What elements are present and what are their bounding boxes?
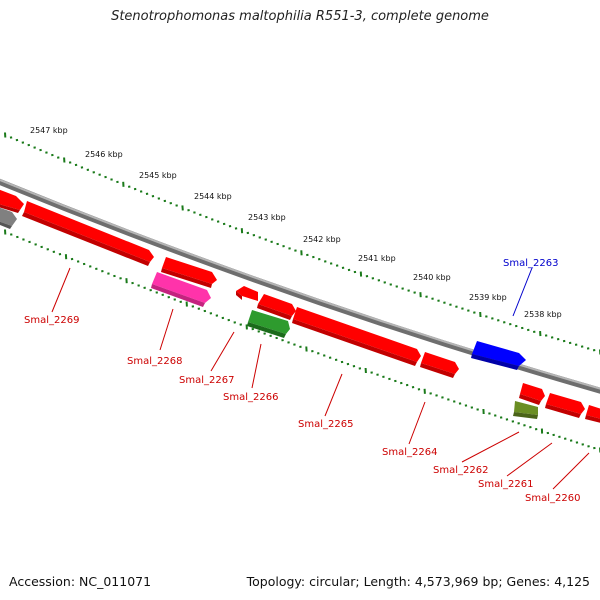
leader-line [210, 331, 235, 372]
inner-scale-ticks [4, 229, 600, 453]
leader-line [324, 373, 343, 417]
gene-smal-2268-forward[interactable] [161, 257, 217, 288]
leader-line [251, 343, 262, 389]
scale-label: 2542 kbp [303, 235, 341, 244]
gene-smal-2264[interactable] [420, 352, 459, 378]
leader-line [51, 267, 71, 313]
gene-smal-2267b[interactable] [257, 294, 296, 320]
scale-label: 2538 kbp [524, 310, 562, 319]
gene-label[interactable]: Smal_2260 [525, 493, 580, 504]
gene-label[interactable]: Smal_2262 [433, 465, 488, 476]
leader-line [461, 431, 520, 463]
scale-label: 2540 kbp [413, 273, 451, 282]
gene-label[interactable]: Smal_2261 [478, 479, 533, 490]
leader-line [552, 452, 590, 490]
gene-label[interactable]: Smal_2265 [298, 419, 353, 430]
outer-scale-ticks [4, 132, 600, 355]
topology-text: Topology: circular; Length: 4,573,969 bp… [246, 574, 590, 589]
gene-smal-2263[interactable] [471, 341, 526, 370]
gene-label[interactable]: Smal_2269 [24, 315, 79, 326]
scale-label: 2541 kbp [358, 254, 396, 263]
scale-label: 2544 kbp [194, 192, 232, 201]
gene-smal-2260[interactable] [585, 405, 600, 424]
scale-label: 2547 kbp [30, 126, 68, 135]
gene-smal-2265[interactable] [292, 307, 421, 366]
leader-line [506, 442, 553, 477]
gene-smal-2262[interactable] [513, 401, 538, 419]
accession-text: Accession: NC_011071 [9, 574, 152, 589]
gene-label[interactable]: Smal_2263 [503, 258, 558, 269]
gene-smal-2269[interactable] [22, 201, 154, 266]
scale-label: 2543 kbp [248, 213, 286, 222]
leader-line [408, 401, 426, 445]
scale-label: 2545 kbp [139, 171, 177, 180]
gene-label[interactable]: Smal_2267 [179, 375, 234, 386]
gene-smal-2261[interactable] [545, 393, 585, 418]
map-title: Stenotrophomonas maltophilia R551-3, com… [111, 9, 489, 24]
gene-label[interactable]: Smal_2268 [127, 356, 182, 367]
gene-smal-2268[interactable] [151, 272, 211, 307]
gene-smal-2262-forward[interactable] [519, 383, 545, 405]
gene-smal-2267[interactable] [236, 286, 258, 301]
gene-partial-left-gray[interactable] [0, 206, 17, 229]
leader-line [512, 267, 533, 317]
scale-label: 2539 kbp [469, 293, 507, 302]
gene-label[interactable]: Smal_2266 [223, 392, 278, 403]
gene-label[interactable]: Smal_2264 [382, 447, 437, 458]
gene-smal-2266[interactable] [247, 310, 290, 338]
genome-backbone [0, 178, 600, 394]
gene-partial-left-red[interactable] [0, 188, 24, 213]
scale-label: 2546 kbp [85, 150, 123, 159]
leader-line [159, 308, 174, 351]
